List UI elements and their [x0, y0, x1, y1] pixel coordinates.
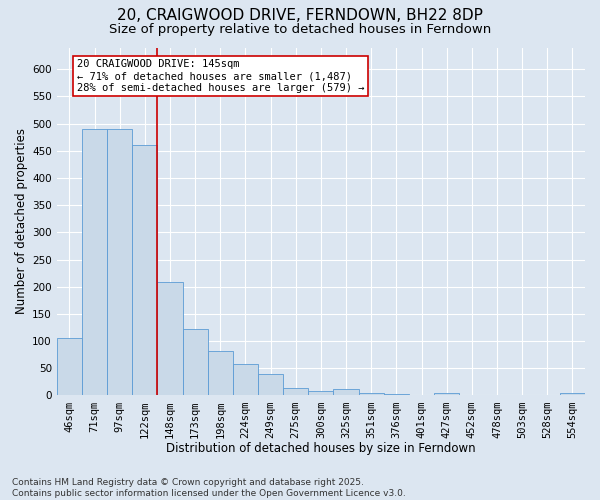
- Bar: [57, 338, 82, 396]
- Text: Contains HM Land Registry data © Crown copyright and database right 2025.
Contai: Contains HM Land Registry data © Crown c…: [12, 478, 406, 498]
- Bar: [334, 390, 359, 396]
- Bar: [434, 393, 459, 396]
- Bar: [157, 282, 182, 396]
- Bar: [384, 394, 409, 396]
- Text: Size of property relative to detached houses in Ferndown: Size of property relative to detached ho…: [109, 22, 491, 36]
- Bar: [182, 329, 208, 396]
- Bar: [233, 364, 258, 396]
- Bar: [82, 129, 107, 396]
- Bar: [560, 393, 585, 396]
- Text: 20, CRAIGWOOD DRIVE, FERNDOWN, BH22 8DP: 20, CRAIGWOOD DRIVE, FERNDOWN, BH22 8DP: [117, 8, 483, 22]
- Bar: [132, 146, 157, 396]
- Bar: [208, 351, 233, 396]
- Y-axis label: Number of detached properties: Number of detached properties: [15, 128, 28, 314]
- Bar: [359, 394, 384, 396]
- Bar: [258, 374, 283, 396]
- X-axis label: Distribution of detached houses by size in Ferndown: Distribution of detached houses by size …: [166, 442, 476, 455]
- Text: 20 CRAIGWOOD DRIVE: 145sqm
← 71% of detached houses are smaller (1,487)
28% of s: 20 CRAIGWOOD DRIVE: 145sqm ← 71% of deta…: [77, 60, 364, 92]
- Bar: [308, 391, 334, 396]
- Bar: [107, 129, 132, 396]
- Bar: [283, 388, 308, 396]
